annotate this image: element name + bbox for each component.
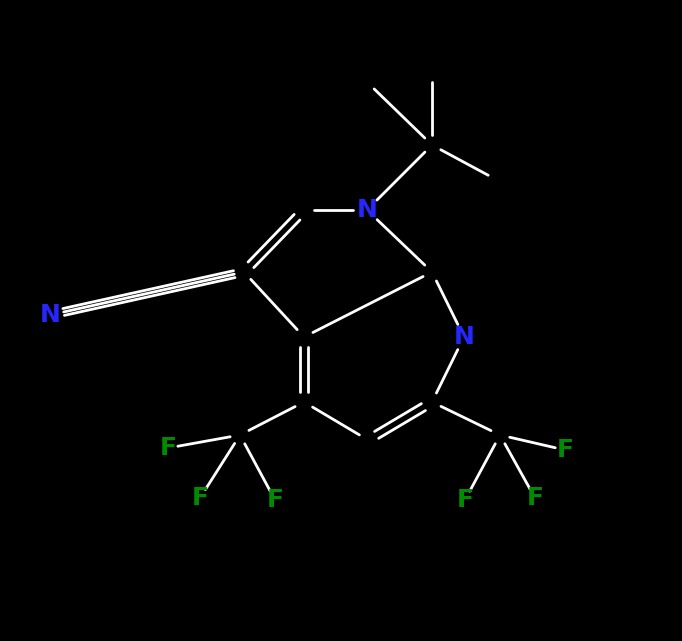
Text: F: F <box>192 486 209 510</box>
Text: N: N <box>357 198 377 222</box>
Text: F: F <box>267 488 284 512</box>
Text: F: F <box>557 438 574 462</box>
Text: F: F <box>456 488 473 512</box>
Text: F: F <box>160 436 177 460</box>
Text: N: N <box>40 303 61 327</box>
Text: N: N <box>454 325 475 349</box>
Text: F: F <box>527 486 544 510</box>
